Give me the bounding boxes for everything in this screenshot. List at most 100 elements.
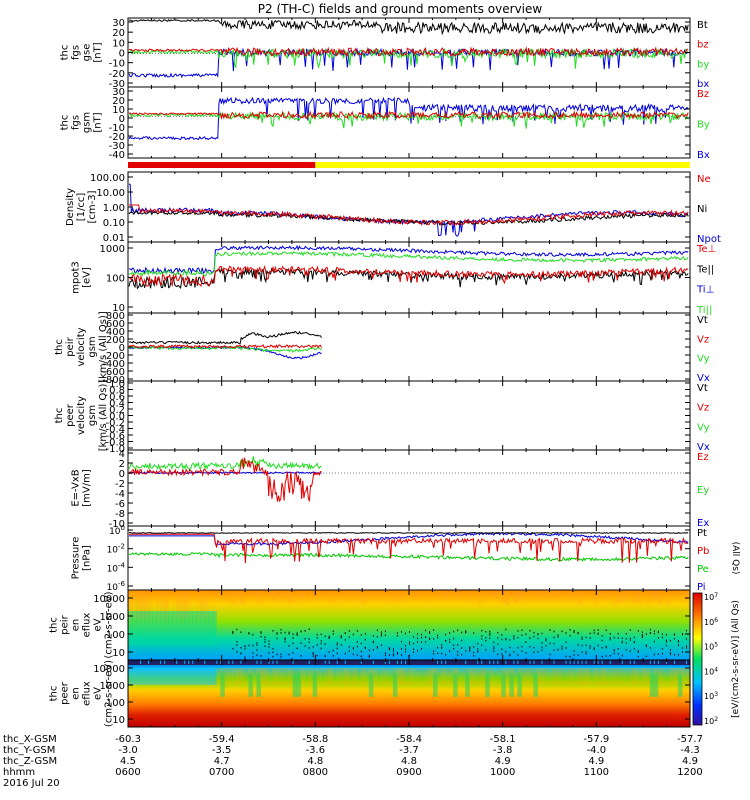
spectrogram-column xyxy=(413,668,418,685)
spectrogram-speckle xyxy=(541,646,543,649)
spectrogram-column xyxy=(248,673,253,697)
spectrogram-column xyxy=(677,673,683,697)
series-line xyxy=(128,244,689,275)
spectrogram-column xyxy=(144,611,149,646)
spectrogram-speckle xyxy=(621,640,623,643)
y-axis-label: eflux xyxy=(82,613,93,638)
spectrogram-column xyxy=(148,668,153,685)
spectrogram-column xyxy=(585,590,591,597)
spectrogram-column xyxy=(348,668,354,685)
footer-row-value: -57.7 xyxy=(677,734,703,745)
spectrogram-speckle xyxy=(501,634,503,636)
spectrogram-speckle xyxy=(593,647,595,649)
spectrogram-speckle xyxy=(601,655,603,658)
spectrogram-speckle xyxy=(613,652,615,655)
footer-row-value: -3.8 xyxy=(493,745,513,756)
spectrogram-column xyxy=(268,590,274,597)
spectrogram-speckle xyxy=(569,655,571,658)
spectrogram-column xyxy=(589,668,595,685)
spectrogram-speckle xyxy=(372,660,374,664)
spectrogram-speckle xyxy=(473,654,475,657)
spectrogram-speckle xyxy=(581,636,583,639)
spectrogram-column xyxy=(465,590,470,601)
spectrogram-speckle xyxy=(489,634,491,636)
spectrogram-speckle xyxy=(308,638,310,640)
spectrogram-speckle xyxy=(404,644,406,647)
footer-row-value: -59.4 xyxy=(209,734,235,745)
footer-row-label: hhmm xyxy=(3,767,35,778)
colorbar-tick-label: 107 xyxy=(704,592,718,602)
spectrogram-column xyxy=(340,668,346,685)
spectrogram-column xyxy=(204,611,209,646)
spectrogram-column xyxy=(152,668,157,685)
spectrogram-speckle xyxy=(364,633,366,635)
spectrogram-speckle xyxy=(509,653,511,656)
spectrogram-column xyxy=(368,673,374,697)
series-line-vy xyxy=(128,345,322,353)
spectrogram-column xyxy=(304,668,310,685)
spectrogram-speckle xyxy=(160,660,162,664)
spectrogram-speckle xyxy=(316,644,318,646)
spectrogram-speckle xyxy=(589,645,591,647)
spectrogram-column xyxy=(533,590,538,603)
spectrogram-column xyxy=(521,590,526,596)
spectrogram-speckle xyxy=(521,629,523,631)
y-tick-label: 1.00 xyxy=(103,203,125,214)
y-tick-label: -0.2 xyxy=(105,418,125,429)
footer-row-value: -4.3 xyxy=(680,745,700,756)
spectrogram-speckle xyxy=(561,645,563,648)
spectrogram-speckle xyxy=(308,628,310,631)
spectrogram-column xyxy=(449,590,454,595)
spectrogram-speckle xyxy=(661,648,663,650)
spectrogram-column xyxy=(296,590,302,605)
spectrogram-speckle xyxy=(653,632,655,635)
spectrogram-speckle xyxy=(348,646,350,648)
spectrogram-speckle xyxy=(601,660,603,664)
y-tick-label: 10.00 xyxy=(96,188,125,199)
spectrogram-column xyxy=(252,590,257,595)
spectrogram-speckle xyxy=(336,647,338,650)
spectrogram-column xyxy=(348,590,354,600)
spectrogram-speckle xyxy=(485,630,487,633)
spectrogram-speckle xyxy=(541,649,543,651)
spectrogram-speckle xyxy=(501,638,503,641)
legend-entry: Vy xyxy=(697,422,710,433)
spectrogram-speckle xyxy=(328,637,330,640)
spectrogram-speckle xyxy=(485,648,487,651)
spectrogram-speckle xyxy=(677,644,679,646)
colorbar-tick-label: 102 xyxy=(704,716,718,726)
spectrogram-column xyxy=(657,590,663,605)
spectrogram-speckle xyxy=(457,629,459,632)
spectrogram-column xyxy=(296,673,302,697)
spectrogram-speckle xyxy=(204,660,206,664)
spectrogram-speckle xyxy=(433,652,435,655)
spectrogram-speckle xyxy=(661,652,663,655)
spectrogram-column xyxy=(288,668,294,685)
spectrogram-speckle xyxy=(641,635,643,637)
spectrogram-column xyxy=(649,673,655,697)
spectrogram-speckle xyxy=(645,655,647,658)
spectrogram-speckle xyxy=(677,640,679,642)
footer-row-value: 1100 xyxy=(584,767,609,778)
spectrogram-column xyxy=(421,590,426,595)
y-tick-label: 800 xyxy=(106,311,125,322)
spectrogram-speckle xyxy=(296,634,298,636)
spectrogram-column xyxy=(184,611,189,646)
spectrogram-column xyxy=(421,668,426,685)
spectrogram-speckle xyxy=(236,640,238,643)
spectrogram-column xyxy=(300,590,306,599)
y-axis-label: gsm xyxy=(87,336,98,357)
legend-entry: Ex xyxy=(697,518,709,529)
spectrogram-speckle xyxy=(529,637,531,640)
spectrogram-column xyxy=(681,590,687,605)
spectrogram-speckle xyxy=(164,660,166,664)
spectrogram-speckle xyxy=(493,650,495,653)
spectrogram-speckle xyxy=(413,636,415,638)
panel-frame xyxy=(127,380,691,451)
spectrogram-column xyxy=(685,590,691,602)
spectrogram-column xyxy=(453,673,458,697)
colorbar-tick-label: 105 xyxy=(704,642,718,652)
spectrogram-speckle xyxy=(637,651,639,653)
spectrogram-speckle xyxy=(433,638,435,640)
spectrogram-speckle xyxy=(553,642,555,645)
